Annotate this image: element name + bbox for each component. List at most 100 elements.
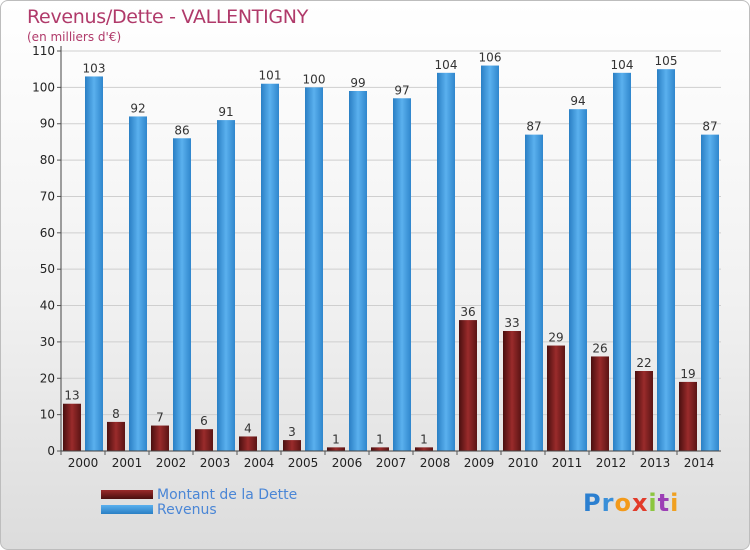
bar-revenue [261,83,279,452]
data-label-revenue: 87 [702,120,717,134]
data-label-revenue: 101 [259,69,282,83]
bar-revenue [393,98,411,451]
bar-revenue [437,72,455,452]
data-label-debt: 1 [420,432,428,446]
chart-subtitle: (en milliers d'€) [27,30,122,44]
data-label-debt: 29 [548,331,563,345]
x-tick-label: 2008 [420,456,451,470]
bar-debt [371,447,389,451]
x-tick-label: 2014 [684,456,715,470]
data-label-debt: 19 [680,367,695,381]
legend-swatch-debt [101,490,153,499]
bar-debt [239,436,257,451]
data-label-revenue: 99 [350,76,365,90]
bar-debt [195,429,213,451]
x-tick-label: 2002 [156,456,187,470]
data-label-debt: 7 [156,411,164,425]
data-label-revenue: 92 [130,101,145,115]
bar-debt [63,403,81,451]
legend-item-debt: Montant de la Dette [101,487,297,503]
bar-debt [635,371,653,451]
bar-debt [283,440,301,451]
data-label-debt: 8 [112,407,120,421]
bar-debt [547,345,565,451]
legend-item-revenue: Revenus [101,501,297,518]
legend-label-revenue: Revenus [157,501,217,518]
y-tick-label: 20 [40,371,55,385]
bar-revenue [349,91,367,451]
data-label-revenue: 100 [303,72,326,86]
bar-revenue [657,69,675,451]
proxiti-logo: Proxiti [583,489,679,517]
x-tick-label: 2003 [200,456,231,470]
bar-revenue [85,76,103,452]
data-label-debt: 36 [460,305,475,319]
x-tick-label: 2004 [244,456,275,470]
x-tick-label: 2005 [288,456,319,470]
bar-debt [503,331,521,451]
y-tick-label: 60 [40,226,55,240]
x-tick-label: 2011 [552,456,583,470]
y-tick-label: 110 [32,44,55,58]
data-label-revenue: 104 [435,58,458,72]
bar-revenue [569,109,587,451]
bar-debt [327,447,345,451]
data-label-debt: 26 [592,341,607,355]
bar-revenue [305,87,323,451]
x-tick-label: 2000 [68,456,99,470]
bar-revenue [613,72,631,452]
data-label-revenue: 105 [655,54,678,68]
data-label-revenue: 103 [83,61,106,75]
data-label-revenue: 94 [570,94,585,108]
bar-revenue [701,134,719,452]
y-tick-label: 80 [40,153,55,167]
legend: Montant de la Dette Revenus [101,487,297,518]
logo-letter: P [583,489,602,517]
x-tick-label: 2012 [596,456,627,470]
bar-debt [415,447,433,451]
y-tick-label: 0 [47,444,55,458]
y-tick-label: 90 [40,117,55,131]
bar-revenue [173,138,191,452]
bar-revenue [129,116,147,452]
y-tick-label: 40 [40,299,55,313]
logo-letter: o [614,489,632,517]
data-label-revenue: 91 [218,105,233,119]
bar-debt [107,421,125,451]
x-tick-label: 2009 [464,456,495,470]
data-label-revenue: 106 [479,51,502,65]
x-tick-label: 2010 [508,456,539,470]
legend-swatch-revenue [101,505,153,514]
bar-revenue [217,120,235,451]
data-label-debt: 33 [504,316,519,330]
y-tick-label: 30 [40,335,55,349]
chart-title: Revenus/Dette - VALLENTIGNY [27,6,309,28]
bar-debt [591,356,609,451]
logo-letter: x [631,489,649,517]
bar-debt [151,425,169,451]
data-label-revenue: 87 [526,120,541,134]
logo-letter: i [648,489,658,517]
data-label-debt: 22 [636,356,651,370]
bar-revenue [525,134,543,452]
y-tick-label: 70 [40,189,55,203]
data-label-debt: 4 [244,421,252,435]
y-tick-label: 50 [40,262,55,276]
bar-debt [679,381,697,451]
data-label-debt: 1 [332,432,340,446]
x-tick-label: 2006 [332,456,363,470]
y-tick-label: 100 [32,80,55,94]
x-tick-label: 2013 [640,456,671,470]
data-label-debt: 6 [200,414,208,428]
data-label-revenue: 104 [611,58,634,72]
data-label-debt: 1 [376,432,384,446]
logo-letter: r [601,489,615,517]
data-label-debt: 3 [288,425,296,439]
data-label-debt: 13 [64,389,79,403]
y-tick-label: 10 [40,408,55,422]
x-tick-label: 2007 [376,456,407,470]
data-label-revenue: 86 [174,123,189,137]
data-label-revenue: 97 [394,83,409,97]
